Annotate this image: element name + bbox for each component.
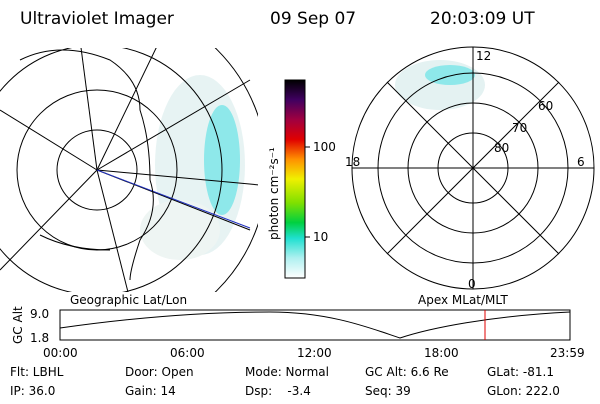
- geographic-map: [0, 48, 258, 292]
- info-field: GLat: -81.1: [487, 365, 554, 379]
- x-tick-label: 18:00: [424, 346, 459, 360]
- panel-label: Apex MLat/MLT: [418, 293, 508, 307]
- info-field: IP: 36.0: [10, 384, 55, 398]
- info-field: Mode: Normal: [245, 365, 329, 379]
- x-tick-label: 00:00: [43, 346, 78, 360]
- altitude-box: [59, 309, 571, 341]
- info-field: Door: Open: [125, 365, 194, 379]
- x-tick-label: 12:00: [297, 346, 332, 360]
- colorbar: [284, 79, 306, 279]
- altitude-curve: [59, 311, 571, 339]
- x-tick-label: 23:59: [550, 346, 585, 360]
- info-field: Dsp: -3.4: [245, 384, 311, 398]
- mlat-label: 60: [538, 99, 553, 113]
- colorbar-label: photon cm⁻²s⁻¹: [267, 147, 281, 240]
- info-panel: Flt: LBHL Door: Open Mode: Normal GC Alt: 6…: [10, 365, 560, 398]
- colorbar-tick-label: 100: [313, 140, 336, 154]
- info-field: Seq: 39: [365, 384, 411, 398]
- mlat-label: 80: [494, 141, 509, 155]
- panel-label: Geographic Lat/Lon: [70, 293, 187, 307]
- x-tick-label: 06:00: [170, 346, 205, 360]
- y-label: GC Alt: [11, 306, 25, 344]
- info-field: GLon: 222.0: [487, 384, 560, 398]
- mlt-label: 0: [468, 277, 476, 291]
- info-field: Flt: LBHL: [10, 365, 64, 379]
- colorbar-tick-label: 10: [313, 230, 328, 244]
- y-tick-label: 1.8: [30, 331, 49, 345]
- info-field: GC Alt: 6.6 Re: [365, 365, 449, 379]
- y-tick-label: 9.0: [30, 307, 49, 321]
- polar-map: 12 18 6 0 60 70 80: [345, 46, 595, 291]
- mlat-label: 70: [512, 121, 527, 135]
- info-field: Gain: 14: [125, 384, 176, 398]
- time: 20:03:09 UT: [430, 9, 535, 29]
- date: 09 Sep 07: [270, 9, 356, 29]
- mlt-label: 18: [345, 155, 360, 169]
- mlt-label: 12: [476, 49, 491, 63]
- mlt-label: 6: [577, 155, 585, 169]
- instrument: Ultraviolet Imager: [20, 9, 174, 29]
